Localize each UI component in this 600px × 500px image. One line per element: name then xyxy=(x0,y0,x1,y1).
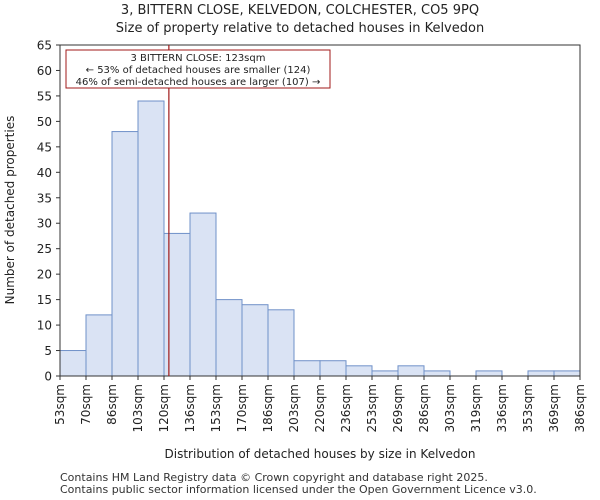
y-tick-label: 30 xyxy=(37,217,52,231)
y-tick-label: 25 xyxy=(37,242,52,256)
histogram-bar xyxy=(85,314,113,377)
histogram-bar xyxy=(189,212,217,377)
y-tick-label: 60 xyxy=(37,64,52,78)
histogram-bar xyxy=(397,365,425,377)
x-tick-label: 236sqm xyxy=(339,384,353,432)
x-tick-label: 153sqm xyxy=(209,384,223,432)
y-tick-label: 55 xyxy=(37,89,52,103)
x-tick-label: 170sqm xyxy=(235,384,249,432)
y-tick-label: 10 xyxy=(37,319,52,333)
annotation-box: 3 BITTERN CLOSE: 123sqm ← 53% of detache… xyxy=(65,49,331,89)
bars-group xyxy=(59,100,581,377)
y-tick-label: 50 xyxy=(37,115,52,129)
histogram-bar xyxy=(371,370,399,377)
y-axis-label: Number of detached properties xyxy=(3,116,17,305)
y-tick-label: 45 xyxy=(37,140,52,154)
y-tick-label: 0 xyxy=(44,370,52,384)
x-tick-label: 286sqm xyxy=(417,384,431,432)
annotation-line-1: 3 BITTERN CLOSE: 123sqm xyxy=(131,53,266,64)
x-axis-label: Distribution of detached houses by size … xyxy=(165,447,476,461)
x-tick-label: 319sqm xyxy=(469,384,483,432)
histogram-bar xyxy=(319,360,347,377)
histogram-bar xyxy=(293,360,321,377)
y-tick-label: 15 xyxy=(37,293,52,307)
x-tick-label: 253sqm xyxy=(365,384,379,432)
chart-subtitle: Size of property relative to detached ho… xyxy=(116,21,484,36)
x-tick-label: 103sqm xyxy=(131,384,145,432)
x-tick-label: 86sqm xyxy=(105,384,119,425)
histogram-bar xyxy=(59,350,87,377)
histogram-bar xyxy=(163,232,191,377)
x-tick-label: 70sqm xyxy=(79,384,93,425)
x-tick-label: 336sqm xyxy=(495,384,509,432)
plot-frame xyxy=(59,44,581,377)
x-tick-label: 369sqm xyxy=(547,384,561,432)
y-tick-label: 5 xyxy=(44,344,52,358)
x-tick-label: 353sqm xyxy=(521,384,535,432)
x-tick-label: 136sqm xyxy=(183,384,197,432)
x-tick-label: 303sqm xyxy=(443,384,457,432)
histogram-bar xyxy=(345,365,373,377)
x-tick-label: 53sqm xyxy=(53,384,67,425)
footer-line-1: Contains HM Land Registry data © Crown c… xyxy=(60,471,488,484)
histogram-bar xyxy=(137,100,165,377)
y-tick-label: 35 xyxy=(37,191,52,205)
histogram-bar xyxy=(423,370,451,377)
annotation-line-2: ← 53% of detached houses are smaller (12… xyxy=(86,65,311,76)
histogram-bar xyxy=(111,131,139,377)
x-tick-label: 220sqm xyxy=(313,384,327,432)
x-tick-label: 186sqm xyxy=(261,384,275,432)
annotation-frame xyxy=(65,49,331,89)
histogram-bar xyxy=(527,370,555,377)
annotation-line-3: 46% of semi-detached houses are larger (… xyxy=(76,77,321,88)
x-tick-label: 203sqm xyxy=(287,384,301,432)
x-tick-label: 386sqm xyxy=(573,384,587,432)
x-tick-label: 120sqm xyxy=(157,384,171,432)
chart-title: 3, BITTERN CLOSE, KELVEDON, COLCHESTER, … xyxy=(121,3,479,18)
footer-line-2: Contains public sector information licen… xyxy=(60,483,537,496)
histogram-bar xyxy=(215,299,243,377)
x-axis-ticks: 53sqm 70sqm 86sqm 103sqm 120sqm 136sqm 153sqm 1… xyxy=(53,376,587,432)
y-tick-label: 65 xyxy=(37,39,52,53)
y-axis-ticks: 0 5 10 15 20 25 30 35 40 45 50 55 60 65 xyxy=(37,39,60,384)
histogram-bar xyxy=(475,370,503,377)
histogram-bar xyxy=(241,304,269,377)
histogram-bar xyxy=(553,370,581,377)
y-tick-label: 20 xyxy=(37,268,52,282)
x-tick-label: 269sqm xyxy=(391,384,405,432)
y-tick-label: 40 xyxy=(37,166,52,180)
histogram-bar xyxy=(267,309,295,377)
